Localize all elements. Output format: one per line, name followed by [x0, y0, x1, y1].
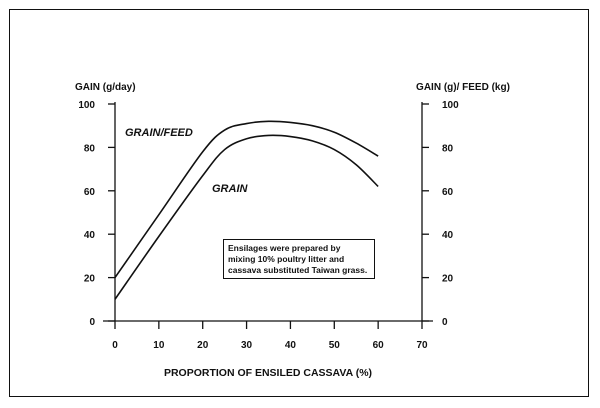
- y-tick-label-left: 20: [84, 274, 96, 285]
- y-tick-label-left: 60: [84, 187, 96, 198]
- figure-frame: [9, 9, 589, 397]
- y-tick-label-right: 40: [442, 230, 454, 241]
- y-tick-label-left: 80: [84, 143, 96, 154]
- x-tick-label: 30: [241, 340, 253, 351]
- x-tick-label: 20: [197, 340, 209, 351]
- y-tick-label-left: 100: [78, 100, 95, 111]
- y-tick-label-right: 80: [442, 143, 454, 154]
- x-tick-label: 70: [416, 340, 428, 351]
- annotation-box: Ensilages were prepared by mixing 10% po…: [223, 239, 375, 279]
- y-tick-label-left: 40: [84, 230, 96, 241]
- x-tick-label: 60: [373, 340, 385, 351]
- x-tick-label: 10: [153, 340, 165, 351]
- x-tick-label: 40: [285, 340, 297, 351]
- x-tick-label: 0: [112, 340, 118, 351]
- y-axis-left-label: GAIN (g/day): [75, 82, 136, 93]
- series-line-grain-feed: [114, 120, 379, 279]
- y-tick-label-right: 60: [442, 187, 454, 198]
- x-tick-label: 50: [329, 340, 341, 351]
- series-label-grain: GRAIN: [212, 183, 249, 195]
- y-tick-label-right: 20: [442, 274, 454, 285]
- y-axis-right-label: GAIN (g)/ FEED (kg): [416, 82, 510, 93]
- series-line-grain: [114, 134, 379, 300]
- y-tick-label-right: 0: [442, 317, 448, 328]
- y-tick-label-left: 0: [89, 317, 95, 328]
- y-tick-label-right: 100: [442, 100, 459, 111]
- x-axis-label: PROPORTION OF ENSILED CASSAVA (%): [164, 367, 372, 379]
- series-label-grain-feed: GRAIN/FEED: [125, 127, 193, 139]
